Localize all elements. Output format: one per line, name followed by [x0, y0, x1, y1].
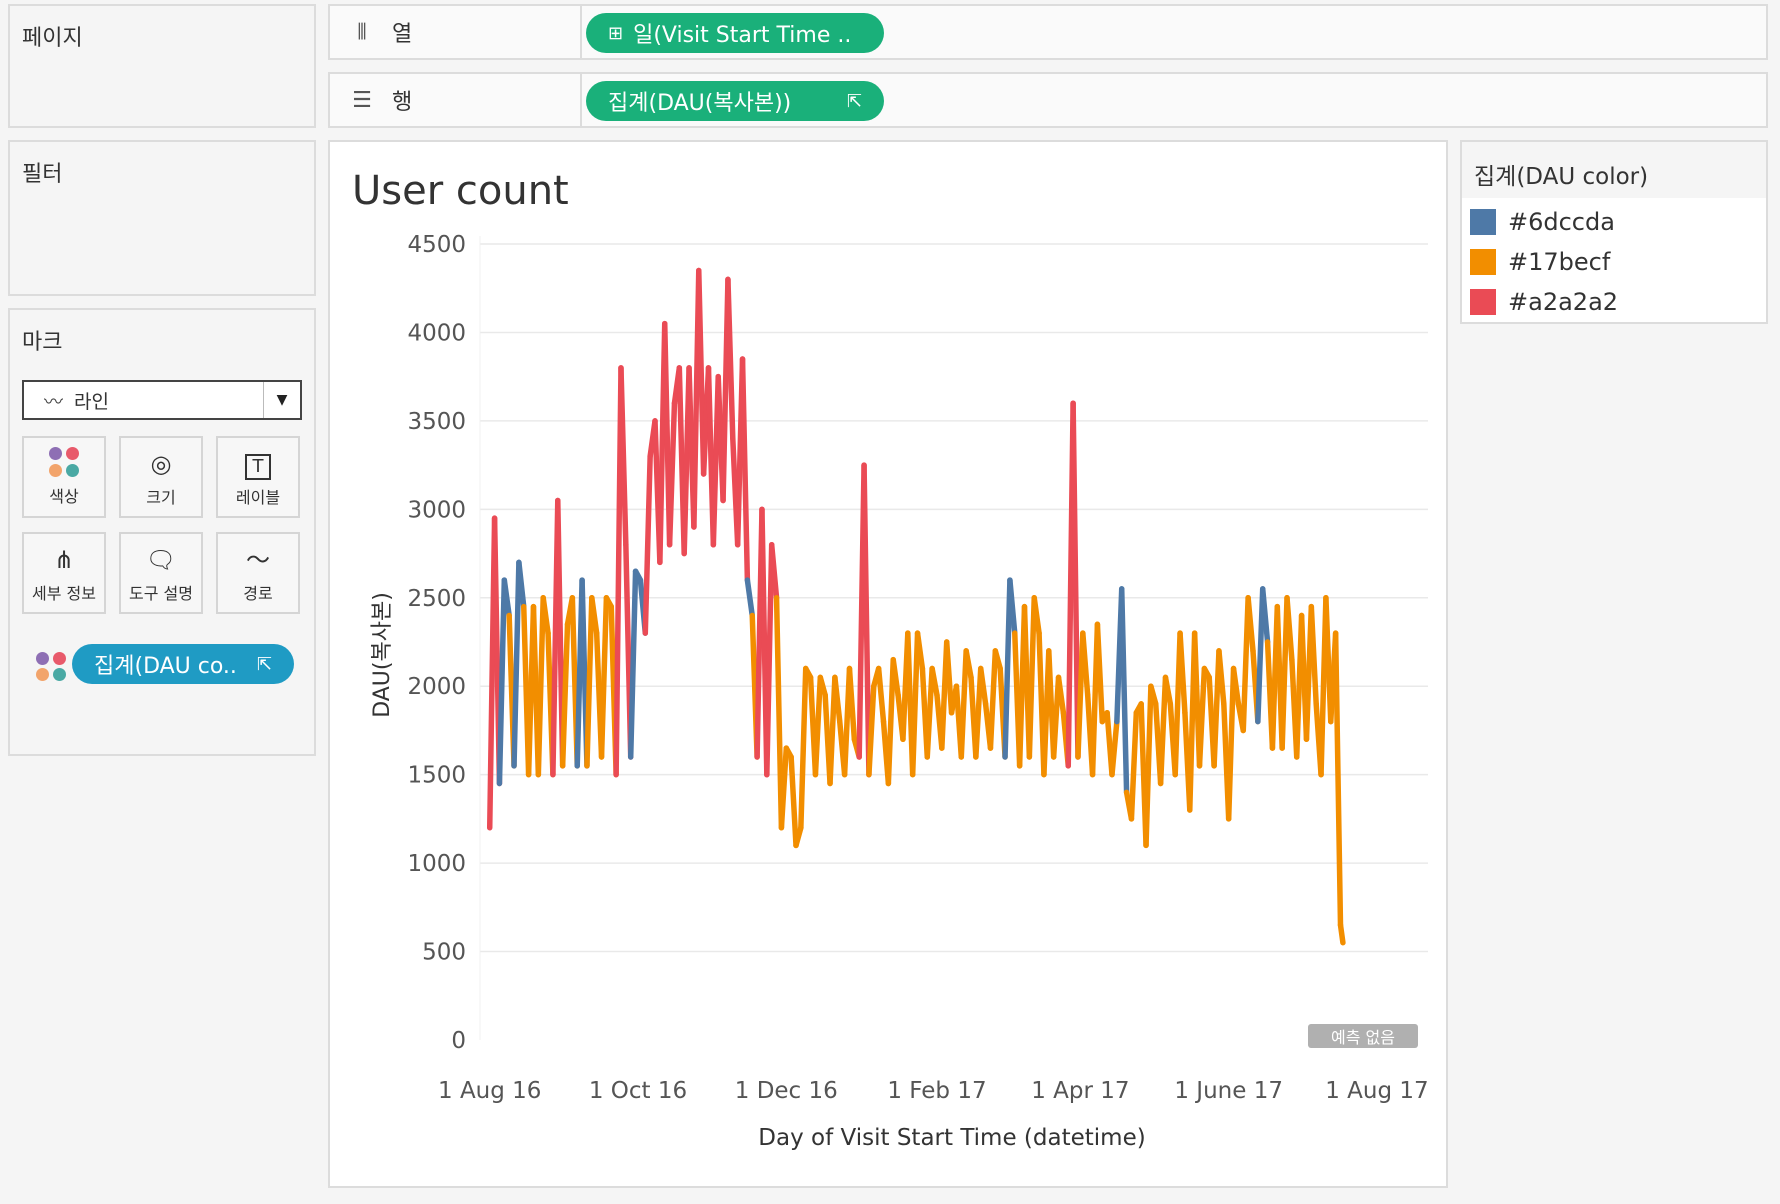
expand-icon: ⊞	[608, 22, 624, 44]
color-field-pill[interactable]: 집계(DAU co.. ⇱	[72, 644, 294, 684]
chevron-down-icon[interactable]: ▼	[263, 382, 300, 418]
forecast-badge: 예측 없음	[1308, 1024, 1418, 1048]
path-button-label: 경로	[243, 584, 273, 603]
color-field-pill-label: 집계(DAU co..	[94, 654, 237, 679]
legend-item[interactable]: #17becf	[1470, 246, 1610, 278]
rows-pill-label: 집계(DAU(복사본))	[608, 91, 792, 116]
color-button-label: 색상	[49, 487, 79, 506]
pages-title: 페이지	[22, 26, 83, 51]
tooltip-speech-icon: 🗨	[145, 546, 177, 574]
size-icon: ◎	[150, 450, 172, 478]
legend-item[interactable]: #6dccda	[1470, 206, 1615, 238]
rows-pill[interactable]: 집계(DAU(복사본)) ⇱	[586, 81, 884, 121]
columns-shelf[interactable]: ⫴ 열 ⊞ 일(Visit Start Time ..	[328, 4, 1768, 60]
color-field-dots-icon	[36, 652, 67, 681]
tooltip-button[interactable]: 🗨 도구 설명	[119, 532, 203, 614]
legend-swatch	[1470, 249, 1496, 275]
columns-icon: ⫴	[357, 19, 367, 45]
label-button[interactable]: T 레이블	[216, 436, 300, 518]
detail-button[interactable]: ⋔ 세부 정보	[22, 532, 106, 614]
columns-pill[interactable]: ⊞ 일(Visit Start Time ..	[586, 13, 884, 53]
size-button-label: 크기	[146, 488, 176, 507]
path-button[interactable]: 〜 경로	[216, 532, 300, 614]
filters-panel[interactable]: 필터	[8, 140, 316, 296]
chart-title: User count	[352, 168, 569, 214]
sort-icon: ⇱	[256, 653, 272, 675]
mark-type-dropdown[interactable]: 〰 라인 ▼	[22, 380, 302, 420]
text-label-icon: T	[245, 446, 271, 482]
filters-title: 필터	[22, 162, 63, 187]
mark-type-label: 라인	[74, 390, 109, 413]
legend-label: #17becf	[1508, 248, 1611, 276]
legend-label: #a2a2a2	[1508, 288, 1619, 316]
rows-shelf[interactable]: ☰ 행 집계(DAU(복사본)) ⇱	[328, 72, 1768, 128]
rows-shelf-label: ☰ 행	[330, 74, 582, 126]
legend-swatch	[1470, 209, 1496, 235]
columns-pill-label: 일(Visit Start Time ..	[633, 23, 852, 48]
legend-item[interactable]: #a2a2a2	[1470, 286, 1618, 318]
detail-hierarchy-icon: ⋔	[53, 546, 75, 574]
legend-title: 집계(DAU color)	[1474, 164, 1649, 190]
legend-panel	[1460, 140, 1768, 324]
columns-shelf-label: ⫴ 열	[330, 6, 582, 58]
path-line-icon: 〜	[246, 546, 270, 574]
color-button[interactable]: 색상	[22, 436, 106, 518]
marks-panel: 마크 〰 라인 ▼ 색상 ◎ 크기 T 레이블 ⋔ 세부 정보 🗨 도구 설명 …	[8, 308, 316, 756]
marks-title: 마크	[22, 330, 63, 355]
tooltip-button-label: 도구 설명	[129, 584, 193, 603]
size-button[interactable]: ◎ 크기	[119, 436, 203, 518]
chart-panel	[328, 140, 1448, 1188]
legend-label: #6dccda	[1508, 208, 1615, 236]
line-chart-icon: 〰	[44, 390, 64, 413]
pages-panel: 페이지	[8, 4, 316, 128]
legend-swatch	[1470, 289, 1496, 315]
sort-icon: ⇱	[846, 90, 862, 112]
rows-icon: ☰	[352, 87, 372, 113]
color-dots-icon	[48, 447, 80, 477]
label-button-label: 레이블	[235, 488, 281, 507]
detail-button-label: 세부 정보	[32, 584, 96, 603]
